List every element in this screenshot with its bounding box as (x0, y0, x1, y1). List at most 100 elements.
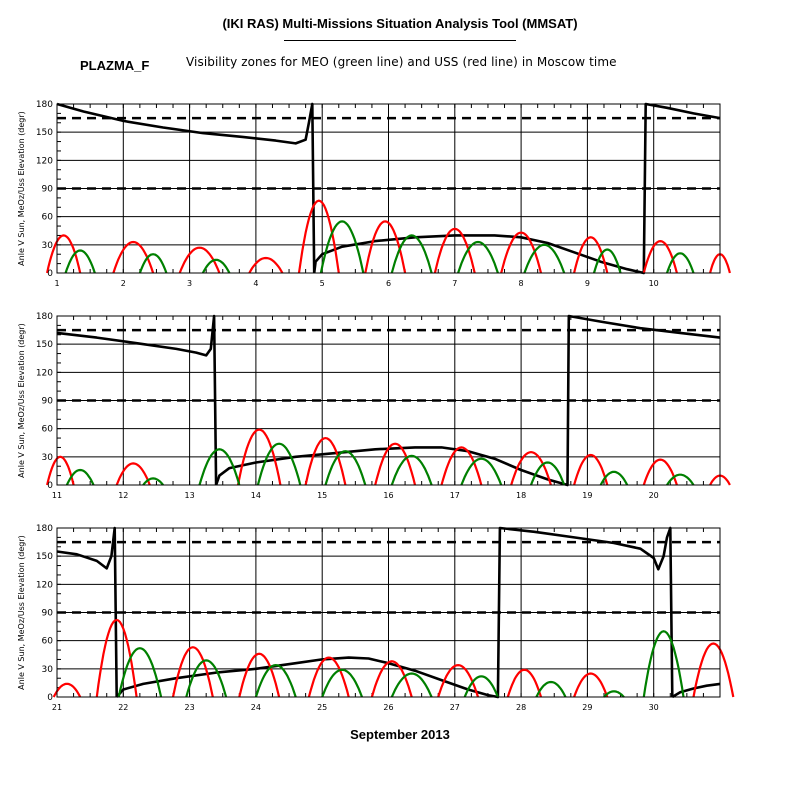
sun-angle-line (671, 682, 721, 699)
y-tick-label: 150 (36, 340, 53, 350)
uss-visibility-arc (307, 656, 350, 698)
uss-visibility-arc (642, 239, 678, 274)
x-tick-label: 26 (383, 703, 393, 712)
uss-visibility-arc (112, 240, 155, 274)
meo-visibility-arc (65, 468, 95, 486)
y-tick-label: 180 (36, 312, 53, 322)
chart-title: (IKI RAS) Multi-Missions Situation Analy… (222, 16, 578, 31)
x-tick-label: 17 (450, 491, 460, 500)
plot-frame (56, 527, 721, 698)
uss-visibility-arc (374, 442, 417, 486)
x-tick-label: 2 (121, 279, 126, 288)
x-tick-label: 23 (185, 703, 195, 712)
y-tick-label: 180 (36, 524, 53, 534)
meo-visibility-arc (390, 672, 433, 698)
meo-visibility-arc (535, 680, 567, 698)
meo-visibility-arc (523, 243, 566, 274)
meo-visibility-arc (457, 240, 499, 274)
y-tick-label: 90 (42, 185, 54, 195)
meo-visibility-arc (198, 448, 241, 486)
uss-visibility-arc (573, 672, 609, 698)
uss-visibility-arc (642, 458, 678, 486)
x-tick-label: 15 (317, 491, 327, 500)
satellite-label: PLAZMA_F (80, 58, 150, 73)
y-tick-label: 60 (42, 213, 54, 223)
uss-visibility-arc (692, 642, 735, 698)
meo-visibility-arc (142, 477, 164, 486)
x-tick-label: 6 (386, 279, 391, 288)
uss-visibility-arc (304, 436, 347, 486)
x-tick-label: 9 (585, 279, 590, 288)
y-tick-label: 150 (36, 128, 53, 138)
panel-3: 0 30 60 90 120 150 180 21 22 23 24 25 26 27 28 29 30 Anle… (17, 524, 735, 712)
meo-visibility-arc (185, 659, 228, 698)
uss-visibility-arc (573, 453, 609, 486)
x-tick-label: 24 (251, 703, 261, 712)
meo-visibility-arc (463, 675, 499, 698)
x-tick-label: 22 (118, 703, 128, 712)
uss-visibility-arc (364, 220, 407, 274)
uss-visibility-arc (95, 618, 138, 698)
x-tick-label: 20 (649, 491, 659, 500)
plot-frame (56, 103, 721, 274)
x-tick-label: 29 (582, 703, 592, 712)
month-label: September 2013 (350, 727, 450, 742)
meo-visibility-arc (603, 690, 625, 698)
x-tick-label: 1 (54, 279, 59, 288)
y-tick-label: 150 (36, 552, 53, 562)
x-tick-label: 3 (187, 279, 192, 288)
y-tick-label: 30 (42, 665, 54, 675)
meo-visibility-arc (201, 258, 231, 274)
meo-visibility-arc (665, 252, 695, 274)
x-tick-label: 11 (52, 491, 62, 500)
meo-visibility-arc (256, 442, 302, 486)
meo-visibility-arc (117, 647, 163, 698)
y-tick-label: 90 (42, 609, 54, 619)
y-tick-label: 0 (47, 481, 53, 491)
uss-visibility-arc (510, 450, 552, 486)
y-tick-label: 0 (47, 693, 53, 703)
panel-2: 0 30 60 90 120 150 180 11 12 13 14 15 16 17 18 19 20 Anle… (17, 312, 731, 500)
meo-visibility-arc (460, 457, 503, 486)
uss-visibility-arc (297, 199, 340, 274)
x-tick-label: 7 (452, 279, 457, 288)
meo-visibility-arc (592, 248, 622, 274)
panel-1: 0 30 60 90 120 150 180 1 2 3 4 5 6 7 8 9 10 Anle V Sun, M… (17, 100, 731, 288)
x-tick-label: 16 (383, 491, 393, 500)
uss-visibility-arc (178, 246, 221, 274)
meo-visibility-arc (321, 668, 364, 698)
uss-visibility-arc (52, 682, 82, 698)
uss-visibility-arc (573, 236, 609, 274)
x-tick-label: 30 (649, 703, 659, 712)
uss-visibility-arc (115, 462, 151, 486)
meo-visibility-arc (319, 220, 365, 274)
x-tick-label: 10 (649, 279, 659, 288)
x-tick-label: 25 (317, 703, 327, 712)
meo-visibility-arc (390, 454, 433, 486)
sun-angle-line (312, 102, 721, 275)
meo-visibility-arc (254, 663, 297, 698)
uss-visibility-arc (248, 256, 284, 274)
y-tick-label: 60 (42, 637, 54, 647)
meo-visibility-arc (390, 234, 433, 274)
chart-subtitle: Visibility zones for MEO (green line) an… (186, 55, 617, 69)
meo-visibility-arc (529, 461, 566, 486)
y-axis-label: Anle V Sun, MeOz/Uss Elevation (degr) (17, 111, 26, 266)
uss-visibility-arc (440, 446, 483, 486)
x-tick-label: 4 (253, 279, 258, 288)
uss-visibility-arc (46, 455, 75, 486)
meo-visibility-arc (324, 450, 367, 486)
meo-visibility-arc (64, 249, 96, 274)
y-tick-label: 120 (36, 580, 53, 590)
x-tick-label: 12 (118, 491, 128, 500)
uss-visibility-arc (506, 668, 543, 698)
x-tick-label: 21 (52, 703, 62, 712)
y-tick-label: 180 (36, 100, 53, 110)
title-underline (284, 40, 516, 41)
y-tick-label: 60 (42, 425, 54, 435)
plot-frame (56, 315, 721, 486)
x-tick-label: 18 (516, 491, 526, 500)
uss-visibility-arc (370, 660, 413, 698)
y-tick-label: 0 (47, 269, 53, 279)
